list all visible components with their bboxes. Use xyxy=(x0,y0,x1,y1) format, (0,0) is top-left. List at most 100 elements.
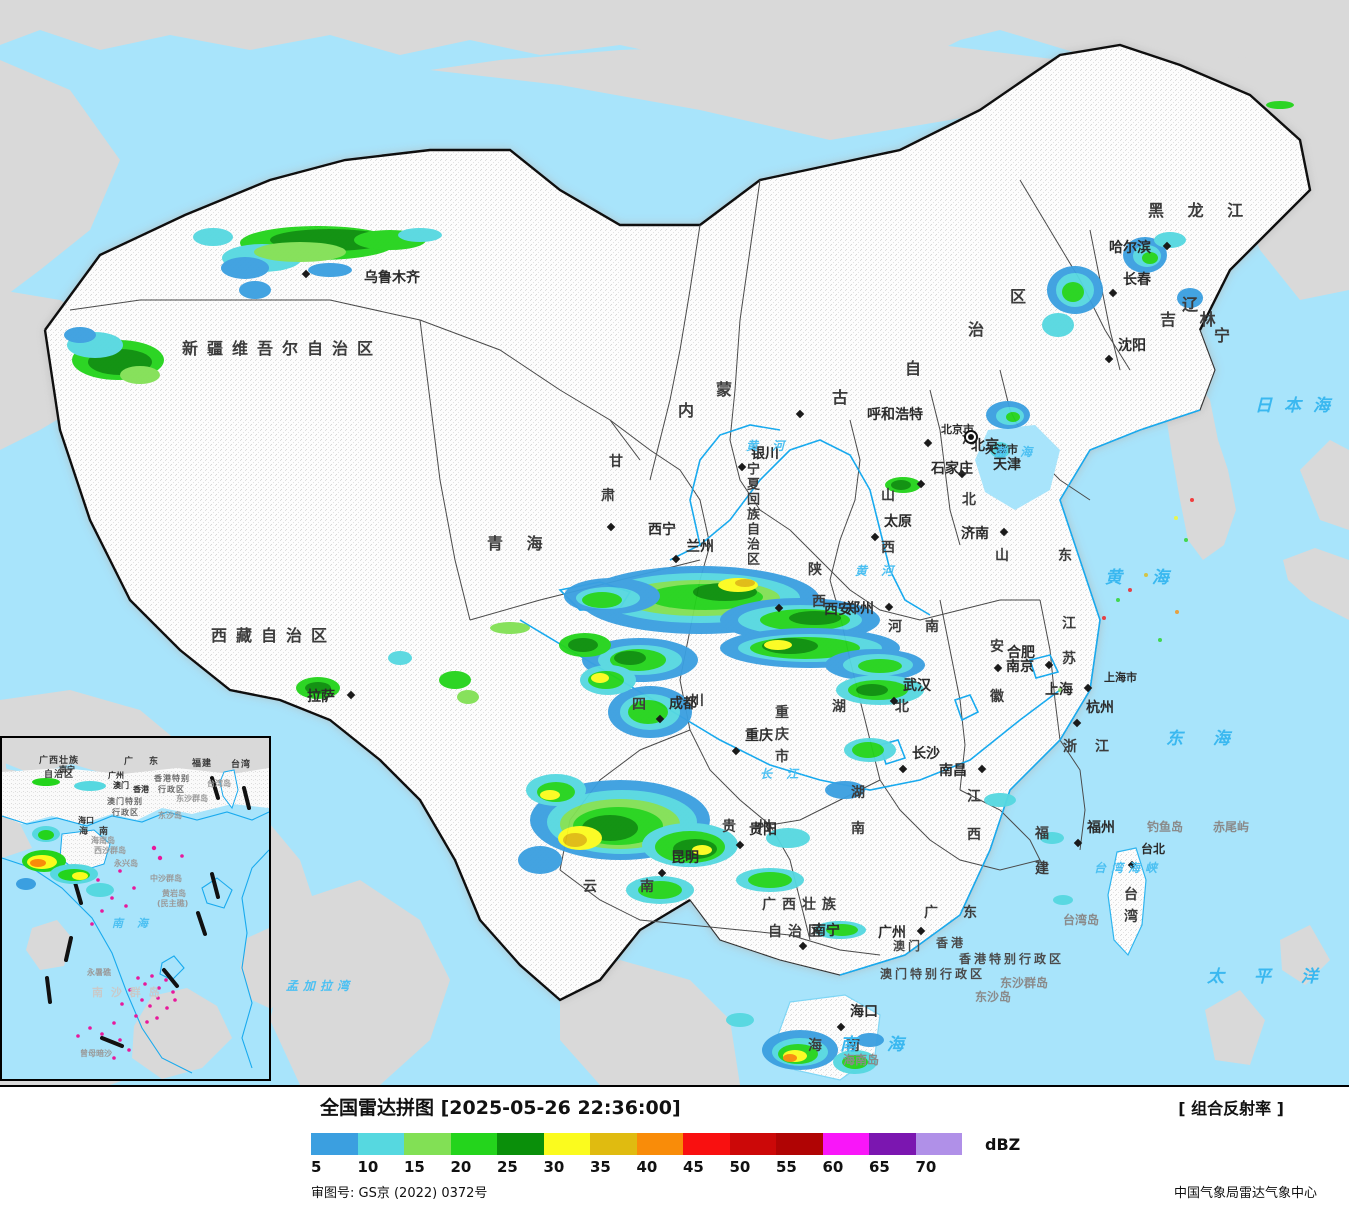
colorbar-tick: 5 xyxy=(311,1158,322,1176)
municipality-label: 天津市 xyxy=(985,443,1018,456)
province-label: 南 xyxy=(851,821,871,837)
municipality-label: 上海市 xyxy=(1104,671,1137,684)
city-label: 长春 xyxy=(1123,272,1151,288)
province-label: 海 xyxy=(808,1038,828,1054)
colorbar-tick-labels: 5 10 15 20 25 30 35 40 45 50 55 60 65 70 xyxy=(300,1158,1060,1178)
colorbar-tick: 45 xyxy=(683,1158,704,1176)
province-label: 庆 xyxy=(775,727,795,743)
province-label: 广 xyxy=(924,905,944,921)
sea-label: 台湾海峡 xyxy=(1094,861,1163,875)
inset-label: 东沙岛 xyxy=(158,811,182,820)
inset-label: 曾母暗沙 xyxy=(80,1049,112,1058)
province-label: 古 xyxy=(832,388,858,407)
south-china-sea-inset-map: 广西壮族 自治区 南宁广东广州 澳门 香港 香港特别 行政区 澳门特别 行政区 东沙群岛 东沙岛 台湾… xyxy=(0,736,271,1081)
publisher-credit: 中国气象局雷达气象中心 xyxy=(1173,1186,1317,1201)
city-label: 福州 xyxy=(1087,820,1115,836)
province-label: 北 xyxy=(962,492,982,508)
inset-label: 东 xyxy=(149,757,160,767)
inset-label: 海口 xyxy=(78,816,94,825)
city-label: 台北 xyxy=(1141,842,1166,856)
city-label: 乌鲁木齐 xyxy=(364,270,420,286)
inset-label: 南宁 xyxy=(59,765,75,774)
colorbar-swatch xyxy=(915,1133,962,1155)
colorbar-tick: 15 xyxy=(404,1158,425,1176)
city-label: 南京 xyxy=(1006,659,1034,675)
city-label: 天津 xyxy=(993,457,1021,473)
sar-label: 澳门特别行政区 xyxy=(880,967,986,981)
city-label: 西宁 xyxy=(648,522,676,538)
colorbar-swatch xyxy=(636,1133,683,1155)
province-label: 安 xyxy=(990,639,1010,655)
city-label: 拉萨 xyxy=(307,689,335,705)
province-label: 宁夏回族自治区 xyxy=(744,462,759,567)
province-label: 台 xyxy=(1124,887,1144,903)
colorbar-tick: 70 xyxy=(915,1158,937,1176)
province-label: 陕 xyxy=(808,562,828,578)
inset-label: 海南岛 xyxy=(91,836,115,845)
province-label: 西 xyxy=(812,594,832,610)
province-label: 广西壮族 xyxy=(762,897,842,913)
colorbar-swatch xyxy=(497,1133,544,1155)
province-label: 肃 xyxy=(601,488,621,504)
province-label: 东 xyxy=(963,905,983,921)
province-label: 江 xyxy=(967,789,987,805)
legend-title: 全国雷达拼图 [2025-05-26 22:36:00] xyxy=(320,1097,681,1119)
colorbar-swatch xyxy=(311,1133,358,1155)
province-label: 吉 林 xyxy=(1160,310,1225,329)
city-label: 济南 xyxy=(961,526,989,542)
province-label: 建 xyxy=(1035,861,1055,877)
inset-label: 永兴岛 xyxy=(114,859,138,868)
city-label: 南宁 xyxy=(812,923,840,939)
inset-label: 永暑礁 xyxy=(87,968,111,977)
sea-label: 黄 河 xyxy=(855,564,899,578)
inset-label: 广 xyxy=(124,757,135,767)
province-label: 福 xyxy=(1035,826,1055,842)
province-label: 西 xyxy=(967,827,987,843)
inset-label: 台湾岛 xyxy=(207,779,231,788)
city-label: 石家庄 xyxy=(931,461,973,477)
colorbar-swatch xyxy=(590,1133,637,1155)
province-label: 徽 xyxy=(990,689,1010,705)
inset-label: 海 xyxy=(79,827,90,837)
sar-label: 香港 xyxy=(936,936,967,950)
inset-label: 澳门 xyxy=(113,781,129,790)
colorbar-swatch xyxy=(450,1133,497,1155)
inset-label: 广州 xyxy=(108,771,124,780)
inset-label: 自治区 xyxy=(44,770,75,780)
island-label: 台湾岛 xyxy=(1063,913,1100,927)
legend-product-type: [ 组合反射率 ] xyxy=(1178,1099,1284,1118)
province-label: 宁 xyxy=(1214,326,1240,345)
city-label: 广州 xyxy=(878,925,906,941)
inset-label: 中沙群岛 xyxy=(150,874,182,883)
municipality-label: 北京市 xyxy=(941,423,974,436)
province-label: 自 xyxy=(905,359,931,378)
province-label: 湖 xyxy=(832,699,852,715)
province-label: 江 xyxy=(1095,739,1115,755)
city-label: 沈阳 xyxy=(1118,338,1146,354)
colorbar-swatch xyxy=(404,1133,451,1155)
province-label: 山 xyxy=(881,488,901,504)
province-label: 湖 xyxy=(851,785,871,801)
province-label: 州 xyxy=(757,819,777,835)
colorbar-swatch xyxy=(869,1133,916,1155)
colorbar-tick: 10 xyxy=(357,1158,379,1176)
province-label: 东 xyxy=(1058,548,1078,564)
colorbar-swatch xyxy=(683,1133,730,1155)
city-label: 海口 xyxy=(850,1004,878,1020)
province-label: 川 xyxy=(690,693,710,709)
dbz-colorbar xyxy=(311,1133,962,1155)
city-label: 西安 xyxy=(824,602,852,618)
inset-label: 台湾 xyxy=(231,760,252,770)
city-label: 北京 xyxy=(971,438,999,454)
sea-label: 孟加拉湾 xyxy=(286,979,355,993)
national-border xyxy=(44,43,1312,331)
province-label: 山 xyxy=(995,548,1015,564)
inset-label: 西沙群岛 xyxy=(94,846,126,855)
city-label: 贵阳 xyxy=(749,822,777,838)
sea-label: 长 江 xyxy=(760,767,804,781)
province-label: 区 xyxy=(1010,287,1036,306)
inset-geography xyxy=(2,738,269,1079)
city-label: 重庆 xyxy=(745,728,773,744)
inset-label: 南 沙 群 岛 xyxy=(92,986,162,999)
colorbar-tick: 65 xyxy=(869,1158,890,1176)
